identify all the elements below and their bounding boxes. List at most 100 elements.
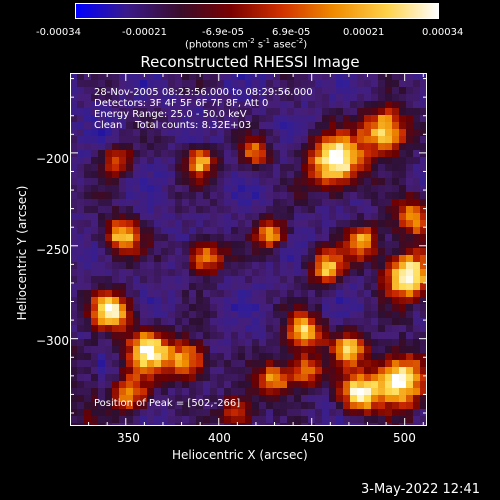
heatmap-cell (154, 423, 161, 426)
heatmap-cell (336, 367, 343, 374)
heatmap-cell (385, 80, 392, 87)
heatmap-cell (77, 115, 84, 122)
heatmap-cell (399, 136, 406, 143)
heatmap-cell (140, 164, 147, 171)
heatmap-cell (91, 395, 98, 402)
heatmap-cell (294, 381, 301, 388)
heatmap-cell (105, 269, 112, 276)
heatmap-cell (364, 276, 371, 283)
heatmap-cell (392, 101, 399, 108)
heatmap-cell (224, 388, 231, 395)
heatmap-cell (280, 276, 287, 283)
heatmap-cell (294, 143, 301, 150)
heatmap-cell (392, 115, 399, 122)
heatmap-cell (77, 185, 84, 192)
heatmap-cell (301, 94, 308, 101)
heatmap-cell (77, 381, 84, 388)
heatmap-cell (329, 353, 336, 360)
heatmap-cell (77, 297, 84, 304)
heatmap-cell (161, 73, 168, 80)
heatmap-cell (182, 213, 189, 220)
heatmap-cell (392, 402, 399, 409)
heatmap-cell (98, 136, 105, 143)
heatmap-cell (168, 101, 175, 108)
heatmap-cell (70, 143, 77, 150)
heatmap-cell (133, 171, 140, 178)
heatmap-cell (210, 206, 217, 213)
heatmap-cell (301, 346, 308, 353)
heatmap-cell (399, 192, 406, 199)
heatmap-cell (301, 381, 308, 388)
heatmap-cell (84, 213, 91, 220)
heatmap-cell (238, 185, 245, 192)
heatmap-cell (336, 241, 343, 248)
heatmap-cell (392, 311, 399, 318)
heatmap-cell (343, 199, 350, 206)
heatmap-cell (161, 388, 168, 395)
heatmap-cell (364, 192, 371, 199)
heatmap-cell (259, 178, 266, 185)
heatmap-cell (210, 416, 217, 423)
heatmap-cell (259, 374, 266, 381)
heatmap-cell (105, 94, 112, 101)
heatmap-cell (161, 94, 168, 101)
heatmap-cell (343, 381, 350, 388)
heatmap-cell (259, 339, 266, 346)
heatmap-cell (392, 276, 399, 283)
heatmap-cell (77, 101, 84, 108)
heatmap-cell (406, 178, 413, 185)
heatmap-cell (364, 185, 371, 192)
heatmap-cell (98, 339, 105, 346)
heatmap-cell (84, 262, 91, 269)
heatmap-cell (112, 73, 119, 80)
heatmap-cell (196, 276, 203, 283)
heatmap-cell (329, 262, 336, 269)
heatmap-cell (350, 129, 357, 136)
heatmap-cell (336, 227, 343, 234)
heatmap-cell (77, 416, 84, 423)
heatmap-cell (119, 255, 126, 262)
heatmap-cell (210, 199, 217, 206)
heatmap-cell (336, 332, 343, 339)
heatmap-cell (371, 234, 378, 241)
heatmap-cell (133, 367, 140, 374)
heatmap-cell (287, 297, 294, 304)
heatmap-cell (378, 297, 385, 304)
heatmap-cell (259, 87, 266, 94)
heatmap-cell (266, 381, 273, 388)
heatmap-cell (343, 122, 350, 129)
heatmap-cell (112, 150, 119, 157)
heatmap-cell (392, 206, 399, 213)
heatmap-cell (308, 262, 315, 269)
heatmap-cell (266, 164, 273, 171)
heatmap-cell (294, 255, 301, 262)
heatmap-cell (84, 318, 91, 325)
heatmap-cell (273, 290, 280, 297)
heatmap-cell (189, 234, 196, 241)
heatmap-cell (322, 311, 329, 318)
heatmap-cell (406, 297, 413, 304)
heatmap-cell (112, 122, 119, 129)
heatmap-cell (301, 164, 308, 171)
heatmap-cell (287, 402, 294, 409)
heatmap-cell (133, 374, 140, 381)
heatmap-cell (266, 262, 273, 269)
heatmap-cell (343, 87, 350, 94)
heatmap-cell (259, 80, 266, 87)
heatmap-cell (259, 262, 266, 269)
heatmap-cell (203, 164, 210, 171)
heatmap-cell (280, 171, 287, 178)
heatmap-cell (294, 171, 301, 178)
heatmap-cell (147, 269, 154, 276)
heatmap-cell (112, 171, 119, 178)
heatmap-cell (329, 381, 336, 388)
heatmap-cell (84, 402, 91, 409)
heatmap-cell (343, 395, 350, 402)
heatmap-cell (378, 402, 385, 409)
heatmap-cell (105, 164, 112, 171)
heatmap-cell (392, 297, 399, 304)
heatmap-cell (147, 248, 154, 255)
heatmap-cell (280, 325, 287, 332)
heatmap-cell (322, 339, 329, 346)
heatmap-cell (294, 402, 301, 409)
